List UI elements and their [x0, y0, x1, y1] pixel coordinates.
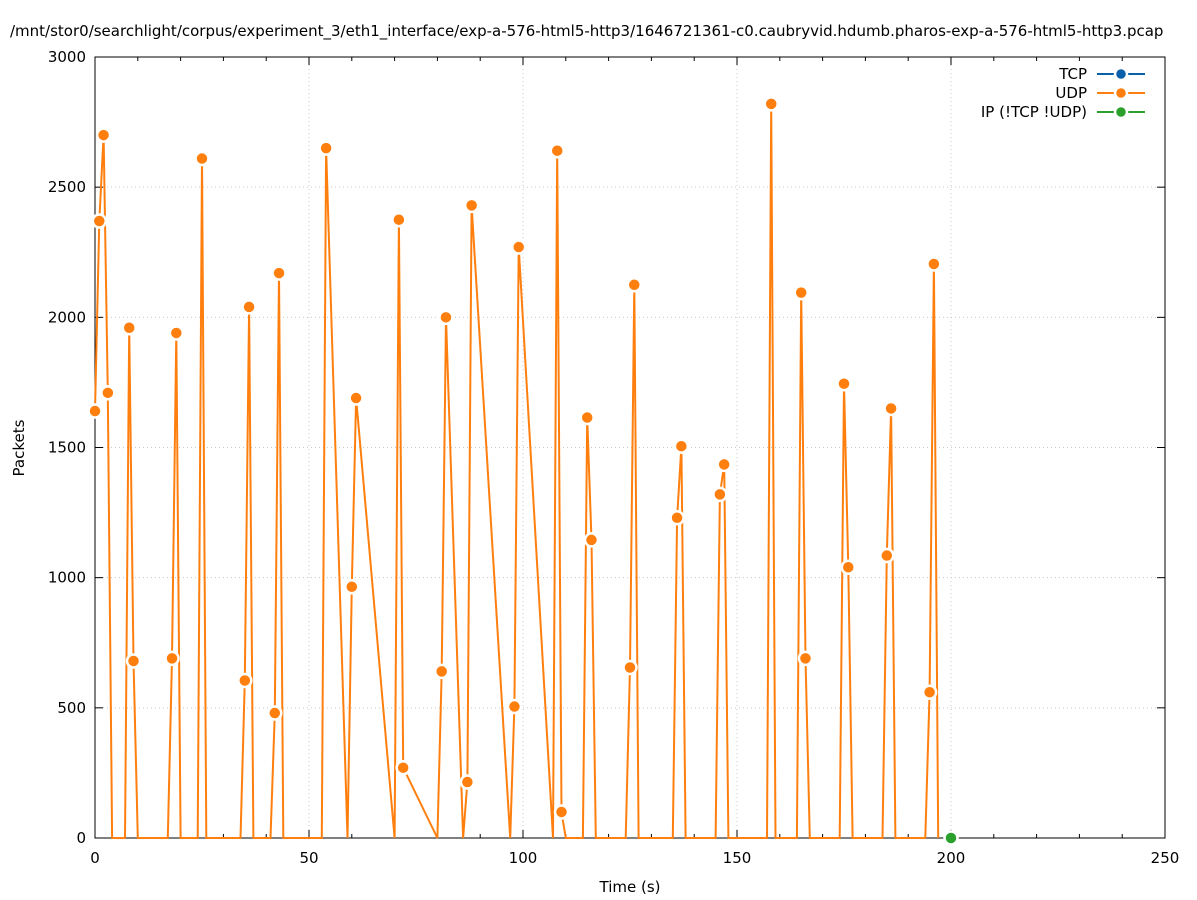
y-tick-label: 1500: [48, 439, 86, 457]
grid: [95, 57, 1165, 838]
legend-label: IP (!TCP !UDP): [981, 103, 1087, 121]
data-point: [763, 96, 779, 112]
legend-label: UDP: [1055, 84, 1087, 102]
data-point: [391, 211, 407, 228]
data-point: [395, 759, 411, 776]
data-point: [926, 256, 942, 272]
data-point: [553, 804, 570, 820]
data-point: [125, 653, 142, 669]
x-tick-label: 0: [90, 849, 100, 867]
data-point: [626, 277, 643, 293]
data-point: [510, 239, 527, 255]
x-axis-label: Time (s): [599, 878, 661, 896]
data-point: [883, 400, 899, 417]
legend-marker: [1113, 66, 1129, 82]
data-point: [943, 830, 959, 846]
y-tick-label: 0: [76, 829, 86, 847]
legend-label: TCP: [1058, 65, 1087, 83]
data-point: [438, 309, 454, 326]
data-point: [87, 403, 103, 419]
data-point: [194, 150, 210, 167]
data-point: [91, 213, 108, 229]
legend-marker: [1113, 104, 1129, 120]
data-point: [95, 127, 112, 143]
data-point: [579, 409, 595, 426]
data-point: [433, 663, 450, 680]
data-point: [344, 579, 360, 595]
data-point: [318, 140, 334, 156]
x-tick-label: 50: [299, 849, 318, 867]
data-point: [121, 319, 137, 336]
x-tick-label: 250: [1151, 849, 1180, 867]
y-tick-label: 2500: [48, 178, 86, 196]
data-point: [459, 774, 476, 790]
data-point: [622, 659, 638, 676]
data-point: [168, 325, 185, 341]
data-point: [712, 486, 728, 503]
y-tick-label: 500: [57, 699, 86, 717]
x-tick-label: 150: [723, 849, 752, 867]
data-point: [879, 547, 895, 564]
axes: 0 500 1000 1500 2000 2500 3000 0 50 100 150 200 250: [48, 48, 1180, 867]
data-point: [271, 265, 287, 281]
data-point: [267, 705, 283, 721]
data-point: [797, 650, 814, 667]
data-point: [463, 197, 480, 214]
x-tick-label: 200: [937, 849, 966, 867]
data-point: [164, 650, 180, 667]
data-point: [669, 510, 685, 526]
legend-marker: [1113, 85, 1129, 101]
data-point: [716, 456, 732, 473]
data-point: [506, 698, 523, 715]
data-point: [241, 299, 257, 315]
data-point: [583, 532, 600, 548]
data-point: [100, 385, 116, 401]
data-point: [840, 559, 857, 576]
x-tick-label: 100: [509, 849, 538, 867]
series-layer: [87, 96, 959, 846]
data-point: [237, 672, 253, 689]
y-tick-label: 1000: [48, 569, 86, 587]
data-point: [793, 284, 809, 301]
data-point: [348, 390, 364, 406]
y-tick-label: 2000: [48, 308, 86, 326]
data-point: [836, 375, 852, 392]
data-point: [921, 684, 938, 700]
series-line-udp: [94, 103, 940, 839]
y-tick-label: 3000: [48, 48, 86, 66]
chart-title: /mnt/stor0/searchlight/corpus/experiment…: [10, 22, 1163, 41]
data-point: [673, 438, 690, 454]
data-point: [549, 142, 565, 159]
y-axis-label: Packets: [10, 419, 28, 476]
